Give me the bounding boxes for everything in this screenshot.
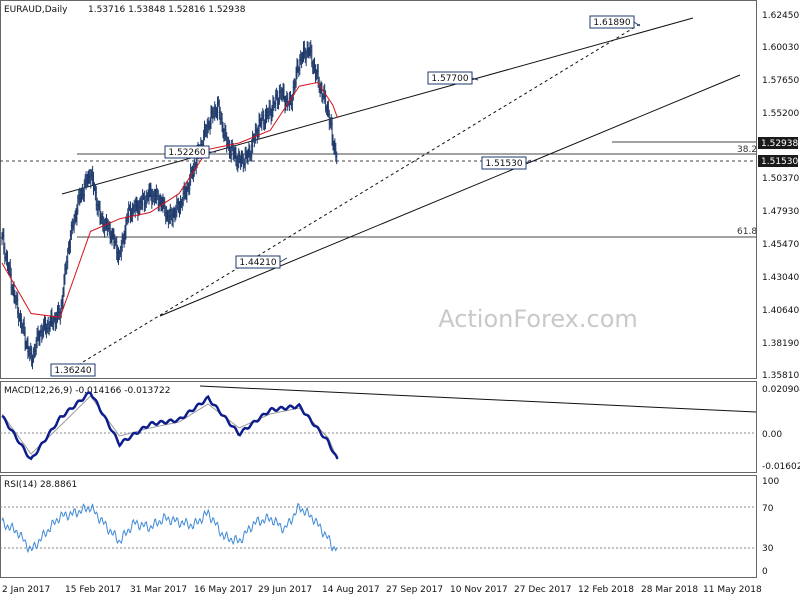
y-tick: 1.43040 [762,273,799,283]
x-tick: 2 Jan 2017 [2,585,50,595]
price-annotations: 1.61890 1.57700 1.52260 1.51530 1.44210 … [50,15,641,377]
y-tick: -0.016023 [762,462,800,472]
y-tick: 1.57650 [762,76,799,86]
high-label: 1.61890 [593,18,630,28]
y-tick: 1.47930 [762,207,799,217]
macd-trendline [199,385,757,413]
y-tick: 30 [762,544,774,554]
y-tick: 1.35810 [762,371,799,381]
x-tick: 12 Feb 2018 [578,585,634,595]
x-tick: 31 Mar 2017 [130,585,187,595]
fib-38-label: 38.2 [737,145,757,155]
y-tick: 1.38190 [762,339,799,349]
x-tick: 15 Feb 2017 [65,585,121,595]
jul-low-label: 1.44210 [239,258,276,268]
macd-panel[interactable] [0,381,757,473]
current-price-tag [758,137,798,149]
watermark: ActionForex.com [438,305,638,333]
rsi-line [1,502,338,554]
rsi-y-axis: 100 70 30 0 [762,477,779,577]
x-tick: 10 Nov 2017 [450,585,508,595]
x-tick: 28 Mar 2018 [641,585,698,595]
y-tick: 0.020904 [762,385,800,395]
y-tick: 70 [762,504,774,514]
may-high-label: 1.52260 [168,148,205,158]
x-tick: 14 Aug 2017 [322,585,380,595]
support-price-tag [758,155,798,167]
channel-lower-line [159,74,741,317]
channel-upper-line [61,17,694,195]
y-tick: 100 [762,477,779,487]
rsi-label: RSI(14) 28.8861 [4,480,77,490]
macd-label: MACD(12,26,9) -0.014166 -0.013722 [4,386,170,396]
support-price: 1.51530 [761,157,798,167]
y-tick: 0 [762,567,768,577]
x-tick: 11 May 2018 [703,585,762,595]
y-tick: 1.50370 [762,174,799,184]
x-tick: 27 Dec 2017 [514,585,572,595]
macd-signal-line [1,395,338,460]
y-tick: 1.60030 [762,43,799,53]
price-panel[interactable] [0,0,757,379]
y-tick: 1.40640 [762,306,799,316]
macd-main-line [1,391,339,461]
sma-line [1,81,338,318]
channel-dotted-line [77,23,641,366]
symbol-label: EURAUD,Daily [4,5,68,15]
price-bar [335,151,339,165]
macd-y-axis: 0.020904 0.00 -0.016023 [762,385,800,472]
dec-low-label: 1.51530 [485,159,522,169]
y-tick: 1.45470 [762,240,799,250]
y-tick: 1.55200 [762,109,799,119]
price-y-axis: 1.62450 1.60030 1.57650 1.55200 1.52938 … [758,11,799,381]
y-tick: 1.62450 [762,11,799,21]
x-axis: 2 Jan 2017 15 Feb 2017 31 Mar 2017 16 Ma… [2,585,762,595]
rsi-panel[interactable] [0,475,757,578]
peak-label: 1.57700 [431,74,468,84]
current-price: 1.52938 [761,139,798,149]
x-tick: 27 Sep 2017 [386,585,443,595]
x-tick: 16 May 2017 [194,585,253,595]
y-tick: 0.00 [762,430,782,440]
price-bars [0,40,339,370]
ohlc-readout: 1.53716 1.53848 1.52816 1.52938 [88,5,246,15]
x-tick: 29 Jun 2017 [258,585,312,595]
feb-low-label: 1.36240 [54,366,91,376]
fib-61-label: 61.8 [737,227,757,237]
